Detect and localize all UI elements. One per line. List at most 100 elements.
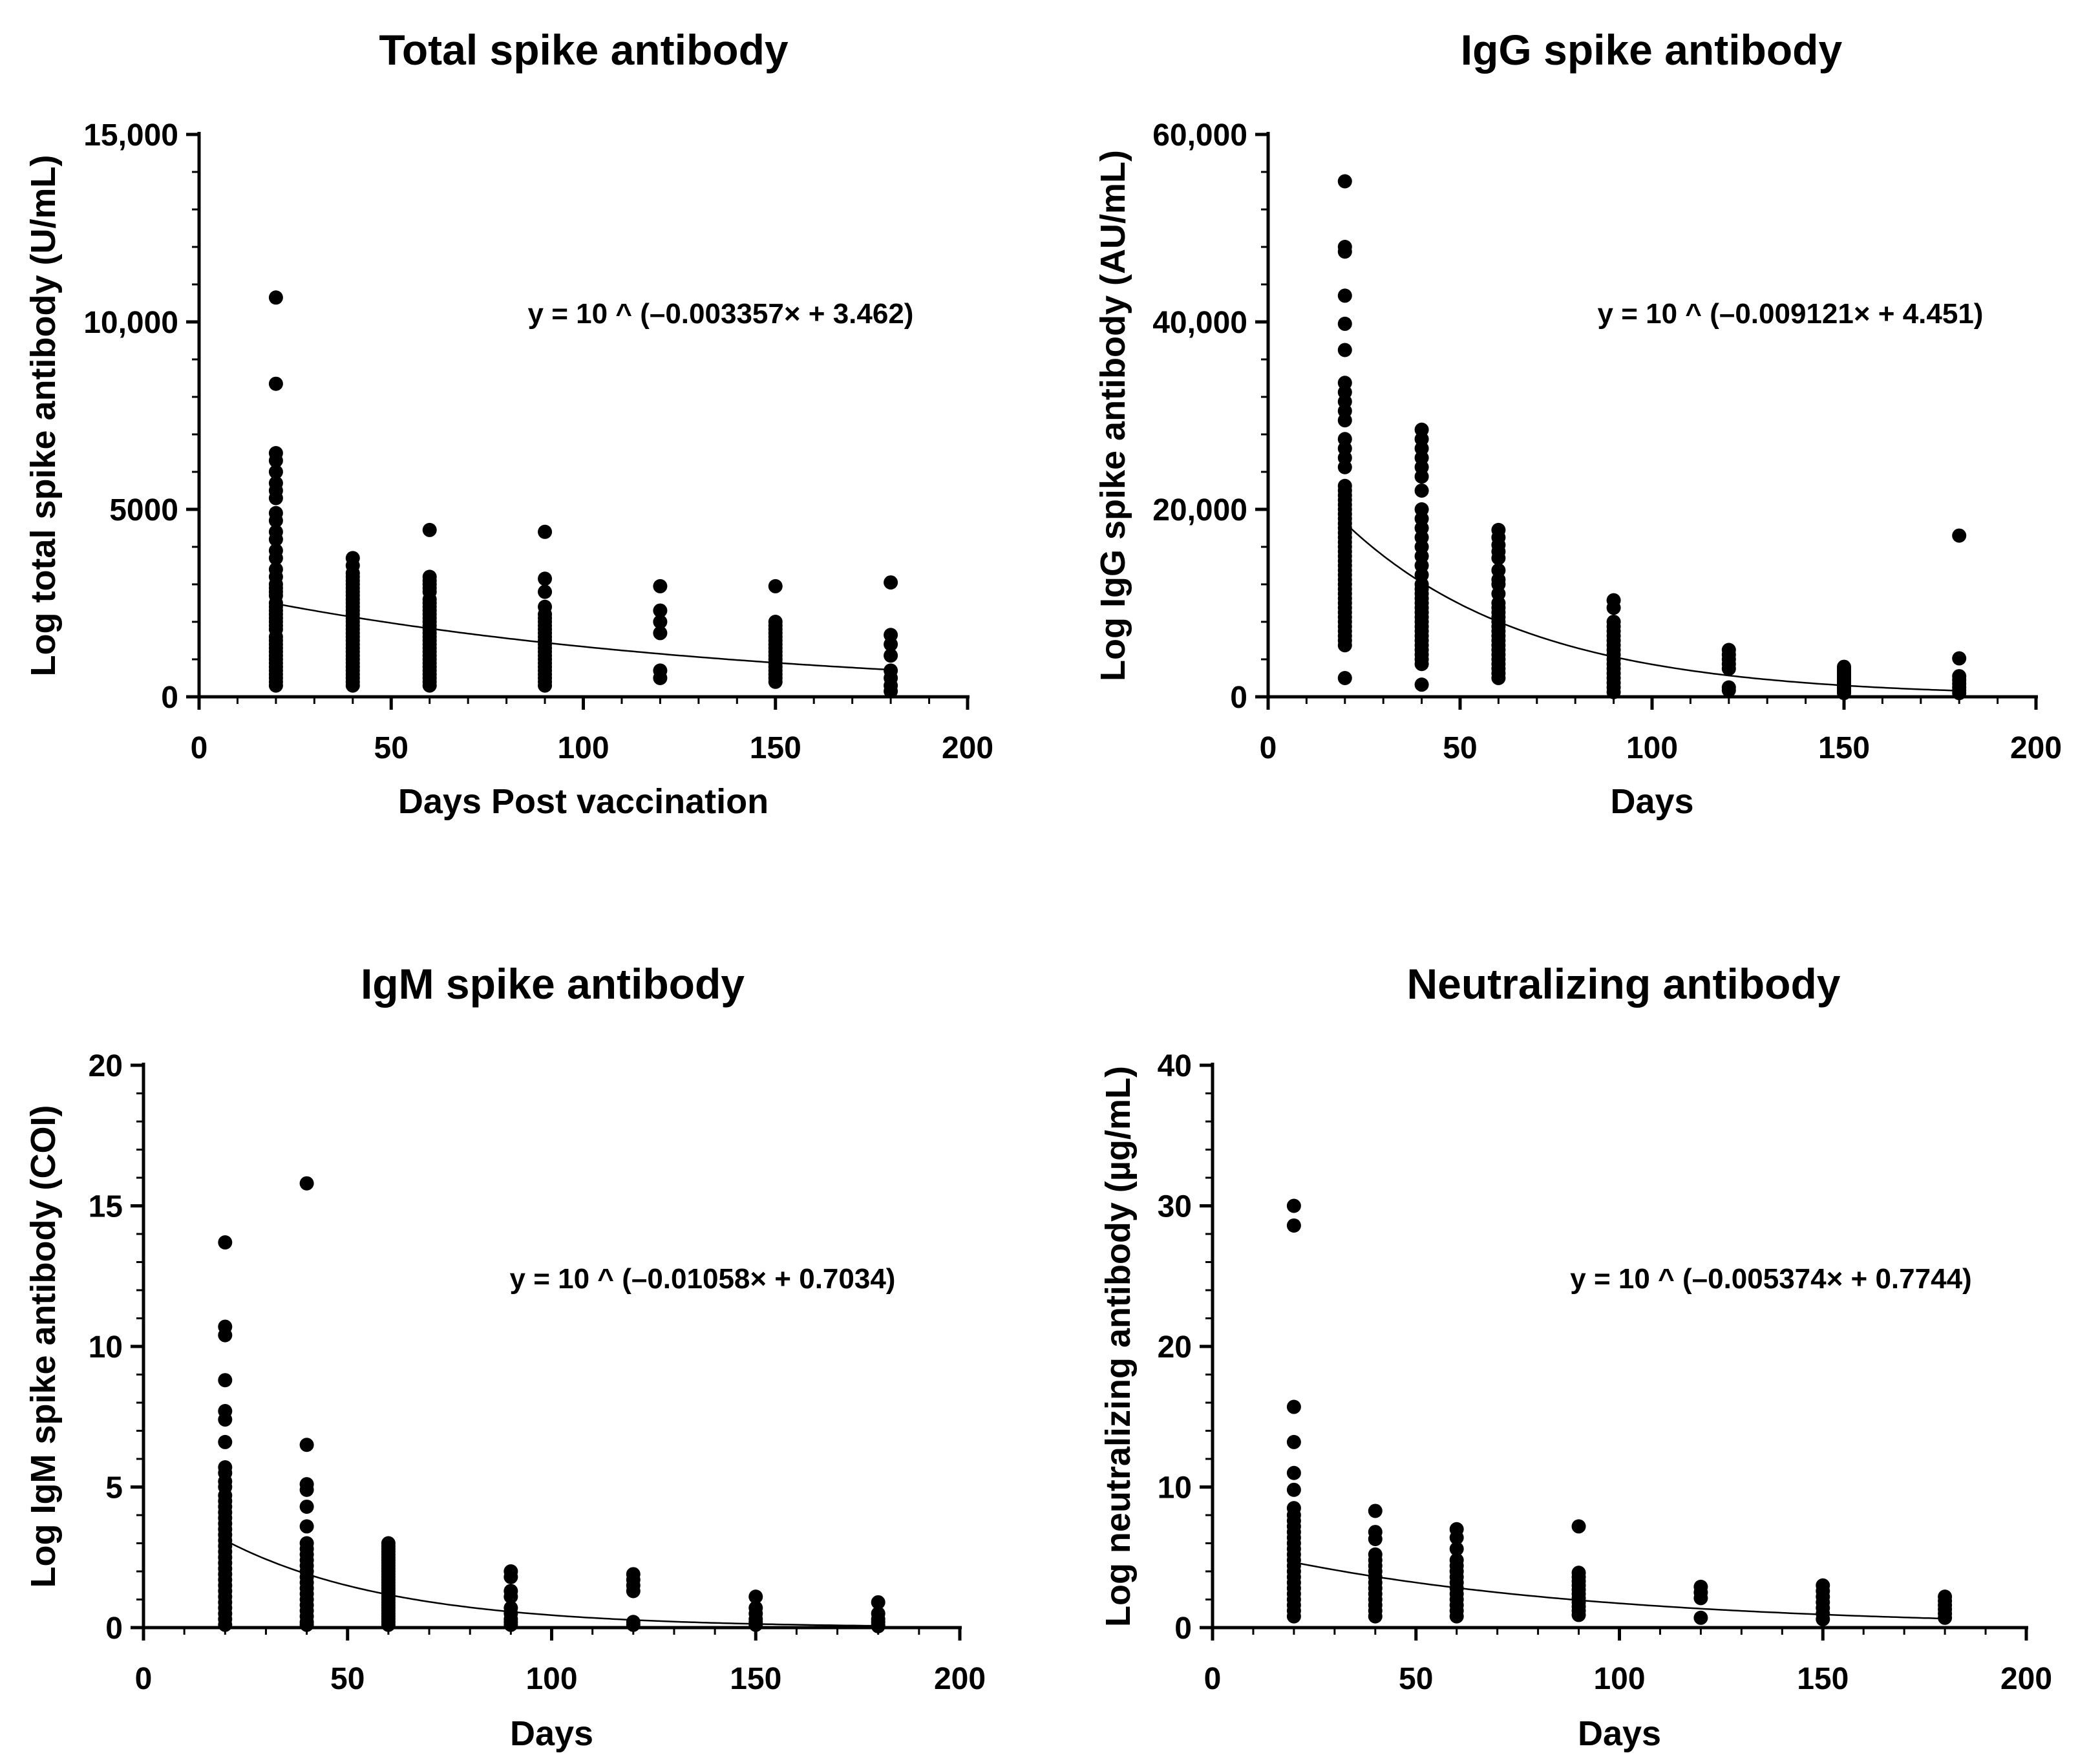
data-point xyxy=(299,1519,314,1534)
data-point xyxy=(1491,671,1506,685)
data-point xyxy=(538,584,553,599)
data-point xyxy=(218,1617,233,1632)
data-point xyxy=(1286,1218,1301,1233)
data-point xyxy=(1952,686,1967,701)
y-tick-label: 40 xyxy=(1158,1049,1192,1083)
fit-equation: y = 10 ^ (–0.005374× + 0.7744) xyxy=(1570,1263,1971,1295)
data-point xyxy=(1414,484,1429,498)
x-tick-label: 200 xyxy=(934,1662,986,1696)
x-tick-label: 150 xyxy=(1818,731,1870,765)
data-point xyxy=(1337,174,1352,189)
data-point xyxy=(1816,1611,1830,1626)
data-point xyxy=(538,524,553,539)
data-point xyxy=(1952,528,1967,543)
y-tick-label: 15 xyxy=(89,1190,123,1224)
fit-equation: y = 10 ^ (–0.009121× + 4.451) xyxy=(1598,298,1984,330)
x-tick-label: 200 xyxy=(2000,1662,2052,1696)
x-axis-label: Days xyxy=(1578,1714,1661,1753)
fit-curve xyxy=(224,1539,878,1627)
data-point xyxy=(1491,551,1506,566)
x-tick-label: 150 xyxy=(750,731,801,765)
y-axis-label: Log neutralizing antibody (µg/mL) xyxy=(1099,1066,1138,1627)
data-point xyxy=(1337,460,1352,474)
data-point xyxy=(1606,685,1621,699)
data-point xyxy=(538,678,553,693)
data-point xyxy=(626,1584,641,1599)
x-axis-label: Days xyxy=(510,1714,593,1753)
data-point xyxy=(626,1617,641,1632)
data-point xyxy=(1337,244,1352,259)
data-point xyxy=(268,376,283,391)
data-point xyxy=(299,1176,314,1191)
x-tick-label: 50 xyxy=(1443,731,1477,765)
data-point xyxy=(218,1412,233,1427)
data-point xyxy=(268,532,283,547)
data-point xyxy=(884,637,898,652)
y-tick-label: 20 xyxy=(89,1049,123,1083)
data-point xyxy=(1286,1482,1301,1497)
y-tick-label: 5000 xyxy=(109,493,178,527)
fit-curve xyxy=(1344,522,1960,692)
data-point xyxy=(653,615,668,629)
x-tick-label: 0 xyxy=(135,1662,153,1696)
data-point xyxy=(1286,1399,1301,1414)
data-point xyxy=(299,1617,314,1632)
data-point xyxy=(1286,1198,1301,1213)
data-point xyxy=(299,1482,314,1497)
data-point xyxy=(268,551,283,566)
y-axis-label: Log total spike antibody (U/mL) xyxy=(24,155,63,677)
data-point xyxy=(1368,1531,1383,1546)
data-point xyxy=(1368,1504,1383,1518)
data-point xyxy=(268,453,283,468)
data-point xyxy=(1286,1434,1301,1449)
data-point xyxy=(1938,1610,1953,1625)
data-point xyxy=(218,1434,233,1449)
fit-curve xyxy=(275,602,891,671)
x-tick-label: 0 xyxy=(1204,1662,1222,1696)
y-tick-label: 5 xyxy=(105,1471,123,1505)
data-point xyxy=(1571,1519,1586,1534)
x-tick-label: 100 xyxy=(525,1662,577,1696)
data-point xyxy=(748,1617,763,1632)
data-point xyxy=(218,1235,233,1250)
chart-panel-1: Total spike antibody 0 5000 10,000 15,000 0 50… xyxy=(24,26,993,821)
data-point xyxy=(653,579,668,593)
y-tick-label: 30 xyxy=(1158,1190,1192,1224)
data-point xyxy=(1449,1530,1464,1545)
data-point xyxy=(504,1617,518,1632)
data-point xyxy=(1721,683,1736,697)
data-point xyxy=(1449,1609,1464,1624)
y-tick-label: 60,000 xyxy=(1152,118,1247,153)
x-tick-label: 200 xyxy=(942,731,993,765)
x-axis-label: Days Post vaccination xyxy=(398,782,769,821)
data-point xyxy=(1337,316,1352,331)
y-tick-label: 10 xyxy=(89,1330,123,1365)
chart-title: IgM spike antibody xyxy=(361,960,745,1008)
chart-title: IgG spike antibody xyxy=(1461,26,1843,74)
fit-curve xyxy=(1293,1561,1945,1620)
data-point xyxy=(1449,1542,1464,1557)
data-point xyxy=(1337,343,1352,357)
data-point xyxy=(871,1619,885,1633)
data-point xyxy=(1337,671,1352,685)
y-tick-label: 10,000 xyxy=(83,306,178,340)
data-point xyxy=(884,648,898,663)
y-tick-label: 20 xyxy=(1158,1330,1192,1365)
x-tick-label: 150 xyxy=(1797,1662,1849,1696)
chart-panel-4: Neutralizing antibody 0 10 20 30 40 0 50 100 150 2… xyxy=(1099,960,2052,1753)
x-tick-label: 0 xyxy=(1260,731,1277,765)
data-point xyxy=(268,678,283,693)
data-point xyxy=(1286,1609,1301,1624)
chart-panel-2: IgG spike antibody 0 20,000 40,000 60,000 0 50… xyxy=(1094,26,2062,821)
data-point xyxy=(299,1438,314,1452)
x-tick-label: 0 xyxy=(191,731,208,765)
data-point xyxy=(218,1328,233,1343)
data-point xyxy=(1337,288,1352,303)
data-point xyxy=(1837,686,1851,701)
data-point xyxy=(299,1499,314,1514)
data-point xyxy=(1571,1608,1586,1622)
x-tick-label: 50 xyxy=(330,1662,365,1696)
x-tick-label: 200 xyxy=(2010,731,2062,765)
data-point xyxy=(268,513,283,528)
y-tick-label: 10 xyxy=(1158,1471,1192,1505)
